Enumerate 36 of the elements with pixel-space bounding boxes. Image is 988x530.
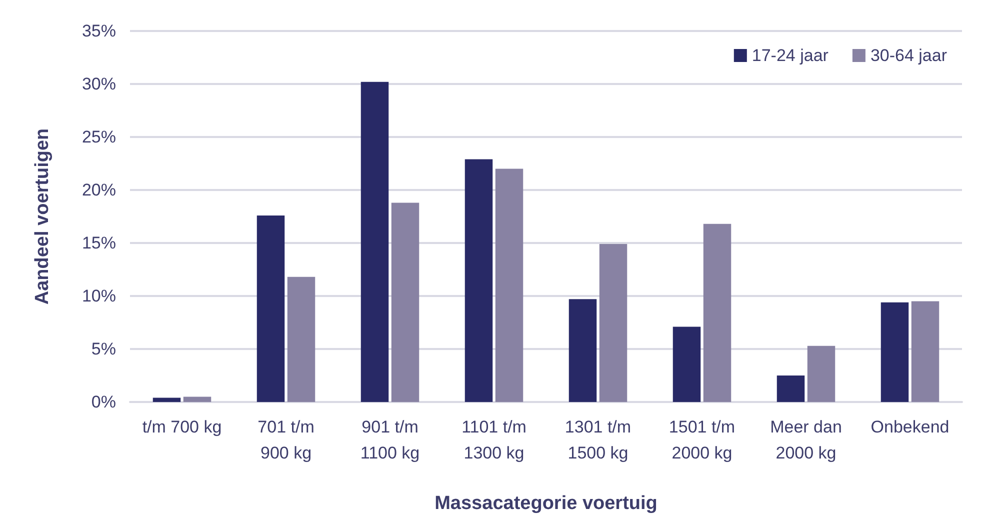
- x-tick-label: 901 t/m 1100 kg: [360, 418, 420, 462]
- bar: [183, 396, 212, 402]
- bar: [703, 224, 732, 402]
- legend-label: 17-24 jaar: [752, 46, 829, 65]
- bar: [256, 215, 285, 402]
- bar: [568, 299, 597, 402]
- x-tick-label: 701 t/m 900 kg: [258, 418, 314, 462]
- y-tick-label: 15%: [82, 234, 116, 252]
- y-tick-label: 25%: [82, 128, 116, 146]
- x-axis-title: Massacategorie voertuig: [434, 493, 658, 514]
- bar: [672, 326, 701, 402]
- bar: [495, 168, 524, 402]
- y-tick-label: 10%: [82, 286, 116, 306]
- legend-label: 30-64 jaar: [870, 46, 948, 65]
- x-tick-label: 1301 t/m 1500 kg: [564, 418, 632, 462]
- bar: [360, 82, 389, 402]
- y-axis-title: Aandeel voertuigen: [32, 128, 53, 305]
- bar: [911, 301, 940, 402]
- bar: [776, 376, 805, 402]
- y-tick-label: 0%: [91, 392, 116, 412]
- y-tick-label: 30%: [82, 74, 116, 94]
- bar: [599, 244, 628, 402]
- bar: [391, 202, 420, 402]
- bar: [287, 276, 316, 402]
- bar: [464, 159, 493, 402]
- y-tick-label: 35%: [82, 22, 116, 40]
- x-tick-label: t/m 700 kg: [142, 418, 222, 436]
- bar: [880, 302, 909, 402]
- x-tick-label: Meer dan 2000 kg: [770, 418, 842, 462]
- y-tick-label: 20%: [82, 180, 116, 200]
- x-tick-label: 1101 t/m 1300 kg: [462, 418, 526, 462]
- bar: [807, 346, 836, 402]
- x-tick-label: Onbekend: [870, 418, 950, 436]
- y-tick-label: 5%: [91, 340, 116, 358]
- bar: [152, 398, 181, 402]
- x-tick-label: 1501 t/m 2000 kg: [668, 418, 736, 462]
